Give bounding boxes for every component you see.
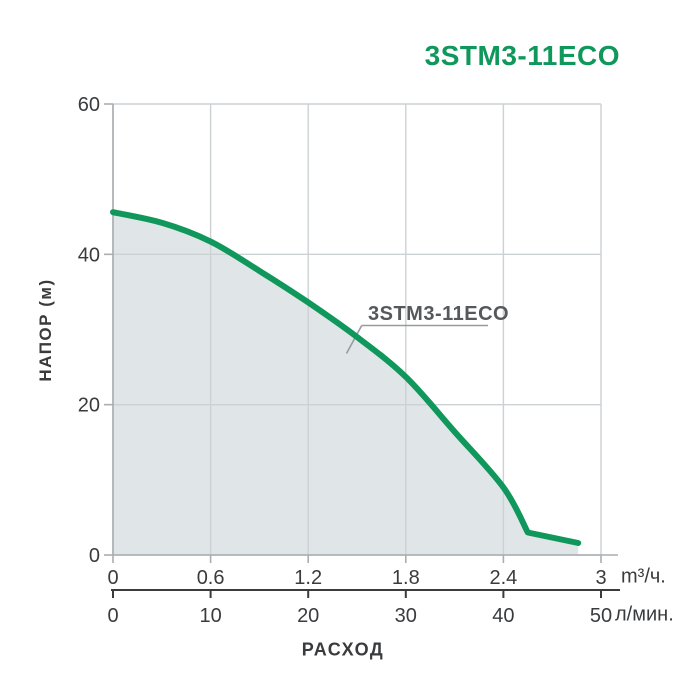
x-axis-title: РАСХОД: [301, 639, 385, 660]
pump-curve: [110, 209, 582, 546]
x-tick-label-primary: 0.6: [197, 567, 225, 589]
curve-area-fill: [113, 212, 579, 555]
y-tick-label: 20: [78, 395, 100, 417]
x-tick-label-primary: 3: [595, 567, 606, 589]
annotation-leader-line: [345, 325, 363, 354]
x-tick-label-secondary: 50: [590, 605, 612, 627]
x-unit-lmin-label: л/мин.: [615, 603, 674, 626]
y-tick-label: 0: [89, 545, 100, 567]
x-tick-label-primary: 1.2: [294, 567, 322, 589]
x-tick-label-secondary: 20: [297, 605, 319, 627]
x-tick-label-secondary: 10: [199, 605, 221, 627]
curve-label: 3STM3-11ECO: [368, 303, 510, 325]
x-tick-label-secondary: 30: [395, 605, 417, 627]
y-tick-label: 40: [78, 244, 100, 266]
x-unit-m3h-label: m³/ч.: [621, 565, 666, 588]
x-tick-label-primary: 2.4: [489, 567, 517, 589]
x-tick-label-secondary: 0: [107, 605, 118, 627]
page-title: 3STM3-11ECO: [424, 40, 620, 71]
x-tick-label-secondary: 40: [492, 605, 514, 627]
x-tick-label-primary: 0: [107, 567, 118, 589]
y-tick-label: 60: [78, 94, 100, 116]
x-tick-label-primary: 1.8: [392, 567, 420, 589]
y-axis-title: НАПОР (м): [36, 278, 55, 382]
